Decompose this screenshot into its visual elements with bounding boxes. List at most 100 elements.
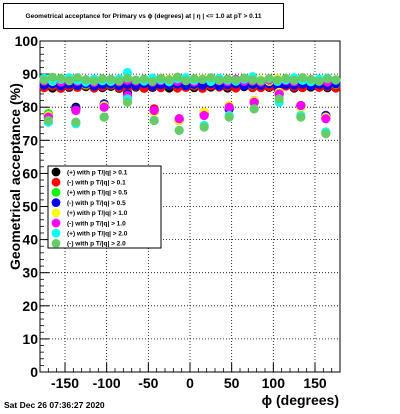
legend-label: (-) with p T/|q| > 0.1 [67,180,126,187]
data-point [149,105,159,116]
y-tick-label: 20 [22,298,38,314]
legend-marker [51,239,61,248]
data-point [99,102,109,112]
data-point [156,73,166,84]
data-point [122,73,133,83]
data-point [89,76,99,86]
legend-marker [51,208,61,218]
data-point [43,115,53,126]
data-point [322,74,333,84]
x-tick-label: 100 [262,375,286,391]
legend-label: (+) with p T/|q| > 2.0 [67,231,128,238]
data-point [197,74,208,84]
data-point [214,75,224,85]
x-tick-label: -50 [138,375,158,391]
data-point [39,75,49,85]
data-point [139,74,149,84]
legend-label: (+) with p T/|q| > 1.0 [67,210,128,217]
data-point [272,75,283,85]
data-point [64,75,74,85]
y-tick-label: 70 [22,132,38,148]
legend-label: (+) with p T/|q| > 0.1 [67,169,128,176]
grid-lines [40,41,340,372]
legend-marker [51,228,61,238]
data-point [72,73,83,83]
data-point [321,129,331,139]
legend-marker [51,198,61,208]
y-tick-label: 40 [22,232,38,248]
data-point [281,73,291,84]
data-point [199,110,209,121]
data-point [264,74,274,84]
data-point [189,74,199,84]
data-point [321,114,331,124]
legend-box [47,165,162,249]
data-point [306,74,316,84]
data-point [71,105,81,116]
data-point [56,73,66,84]
legend-label: (-) with p T/|q| > 0.5 [67,200,126,207]
y-tick-label: 10 [22,331,38,347]
data-points [39,67,341,139]
y-tick-label: 60 [22,165,38,181]
chart-title: Geometrical acceptance for Primary vs ϕ … [3,3,284,29]
data-point [149,115,159,126]
data-point [47,72,58,83]
data-point [106,74,116,84]
data-point [231,75,241,85]
legend-marker [51,218,61,228]
legend-marker [51,177,61,187]
data-point [114,76,124,86]
data-point [274,94,284,104]
data-point [239,73,249,83]
data-point [122,97,133,107]
x-tick-label: 150 [303,375,327,391]
y-tick-label: 50 [22,199,38,215]
data-point [174,125,184,135]
x-tick-label: -100 [93,375,121,391]
x-tick-label: 0 [186,375,194,391]
x-tick-label: -150 [51,375,79,391]
data-point [174,114,184,124]
data-point [172,72,183,82]
data-point [249,104,259,114]
data-point [147,76,158,86]
x-axis-title: ϕ (degrees) [262,392,339,408]
data-point [164,75,174,85]
y-axis-title: Geometrical acceptance (%) [7,83,23,270]
axis-ticks: 0 10 20 30 40 50 60 70 80 90 100 -150 -100 -50 0 50 100 1… [15,33,333,391]
data-point [289,75,299,85]
data-point [224,102,234,112]
y-tick-label: 80 [22,99,38,115]
y-tick-label: 100 [15,33,39,49]
data-point [222,74,233,84]
data-point [181,76,191,86]
y-tick-label: 90 [22,66,38,82]
legend-label: (-) with p T/|q| > 1.0 [67,220,126,227]
data-point [71,117,81,127]
x-tick-label: 50 [224,375,240,391]
data-point [297,73,308,83]
data-point [296,100,306,111]
data-point [99,112,109,122]
data-point [314,76,324,86]
legend-marker [51,188,61,197]
y-tick-label: 30 [22,265,38,281]
chart-title-text: Geometrical acceptance for Primary vs ϕ … [25,12,262,20]
legend-marker [51,167,61,177]
y-tick-label: 0 [30,364,38,380]
data-point [256,76,266,86]
legend-label: (+) with p T/|q| > 0.5 [67,190,128,197]
data-point [131,75,141,85]
data-point [199,122,209,132]
legend: (+) with p T/|q| > 0.1 (-) with p T/|q| >… [47,165,162,249]
data-point [81,75,91,85]
timestamp: Sat Dec 26 07:36:27 2020 [4,400,105,410]
data-point [247,75,258,85]
data-point [296,112,306,122]
data-point [97,74,108,84]
data-point [331,75,341,85]
data-point [249,97,259,107]
data-point [206,73,216,83]
